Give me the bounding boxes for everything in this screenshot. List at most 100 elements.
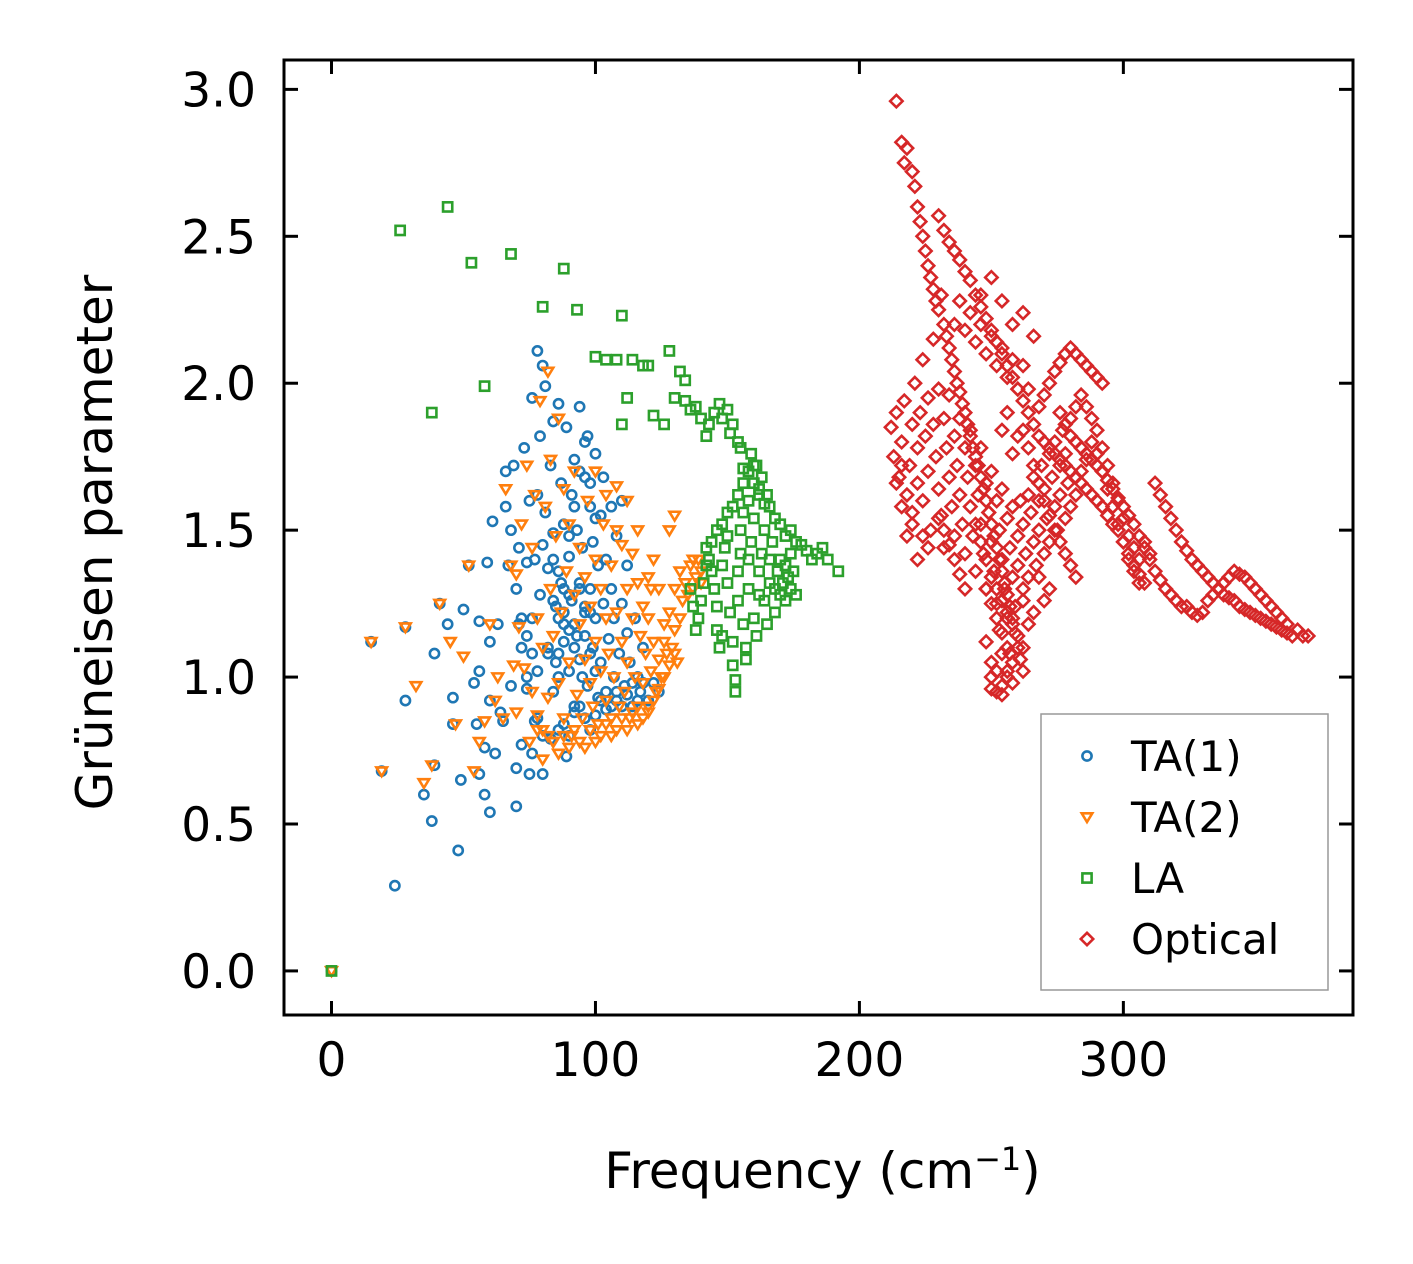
data-point: [1125, 539, 1142, 556]
data-point: [603, 730, 619, 744]
data-point: [914, 228, 931, 245]
y-axis-label: Grüneisen parameter: [66, 274, 124, 810]
data-point: [1094, 439, 1111, 456]
data-point: [595, 519, 611, 532]
data-point: [909, 475, 926, 492]
data-point: [557, 718, 570, 730]
data-point: [925, 416, 942, 433]
data-point: [914, 351, 931, 368]
data-point: [536, 300, 549, 313]
data-point: [1131, 574, 1148, 592]
data-point: [1004, 351, 1021, 368]
data-point: [1020, 381, 1037, 398]
data-point: [978, 580, 995, 597]
data-point: [919, 463, 937, 480]
data-point: [597, 597, 610, 610]
data-point: [1051, 533, 1069, 550]
data-point: [587, 466, 604, 479]
data-point: [388, 879, 401, 892]
data-point: [978, 633, 995, 650]
data-point: [1300, 627, 1317, 644]
data-point: [561, 742, 577, 756]
data-point: [680, 589, 696, 603]
data-point: [577, 572, 593, 585]
data-point: [713, 641, 726, 654]
data-point: [1136, 574, 1153, 592]
data-point: [510, 762, 523, 775]
data-point: [520, 630, 533, 642]
data-point: [949, 457, 966, 474]
data-point: [689, 400, 702, 413]
data-point: [539, 380, 552, 393]
data-point: [1162, 510, 1179, 527]
data-point: [527, 489, 543, 503]
data-point: [470, 718, 483, 730]
data-point: [1062, 410, 1079, 427]
data-point: [978, 551, 995, 568]
data-point: [1030, 398, 1047, 415]
data-point: [885, 448, 902, 465]
data-point: [999, 369, 1016, 386]
data-point: [594, 656, 607, 669]
data-point: [478, 788, 491, 801]
data-point: [978, 345, 995, 362]
data-point: [740, 653, 752, 666]
data-point: [930, 301, 947, 318]
data-point: [505, 679, 517, 692]
data-point: [661, 525, 677, 538]
data-point: [582, 677, 598, 691]
data-point: [697, 577, 710, 589]
data-point: [763, 553, 776, 566]
data-point: [503, 560, 519, 573]
y-tick-label: 3.0: [181, 63, 256, 118]
data-point: [732, 488, 744, 501]
data-point: [1141, 545, 1158, 562]
data-point: [935, 539, 952, 556]
data-point: [614, 636, 630, 650]
data-point: [972, 287, 989, 304]
data-point: [587, 736, 604, 750]
data-point: [1022, 504, 1040, 521]
data-point: [1189, 607, 1206, 624]
data-point: [1083, 433, 1100, 451]
data-point: [1036, 386, 1053, 404]
data-point: [1004, 316, 1021, 333]
data-point: [983, 533, 1000, 550]
data-point: [585, 701, 601, 714]
data-point: [721, 506, 734, 519]
data-point: [536, 538, 549, 551]
data-point: [893, 457, 910, 474]
data-point: [917, 242, 934, 260]
data-point: [747, 512, 760, 525]
data-point: [1046, 498, 1063, 515]
data-point: [1173, 598, 1190, 615]
data-point: [608, 607, 625, 620]
data-point: [447, 691, 459, 704]
data-point: [1054, 422, 1071, 439]
data-point: [972, 516, 989, 533]
data-point: [1046, 433, 1063, 451]
data-point: [922, 269, 939, 286]
data-point: [1046, 522, 1063, 539]
data-point: [946, 363, 963, 380]
data-point: [471, 736, 487, 750]
y-tick-label: 2.0: [181, 357, 256, 412]
data-point: [755, 471, 768, 484]
data-point: [737, 477, 750, 490]
data-point: [489, 747, 502, 760]
data-point: [1120, 551, 1137, 568]
data-point: [518, 441, 531, 454]
data-point: [1030, 522, 1047, 539]
data-point: [988, 663, 1005, 680]
data-point: [1030, 569, 1047, 586]
data-point: [1057, 510, 1074, 527]
data-point: [1004, 616, 1021, 633]
data-point: [769, 606, 781, 619]
data-point: [425, 815, 438, 827]
data-point: [529, 724, 545, 738]
data-point: [478, 380, 491, 393]
data-point: [956, 545, 974, 562]
data-point: [742, 494, 755, 507]
data-point: [1194, 604, 1211, 621]
data-point: [640, 572, 656, 585]
